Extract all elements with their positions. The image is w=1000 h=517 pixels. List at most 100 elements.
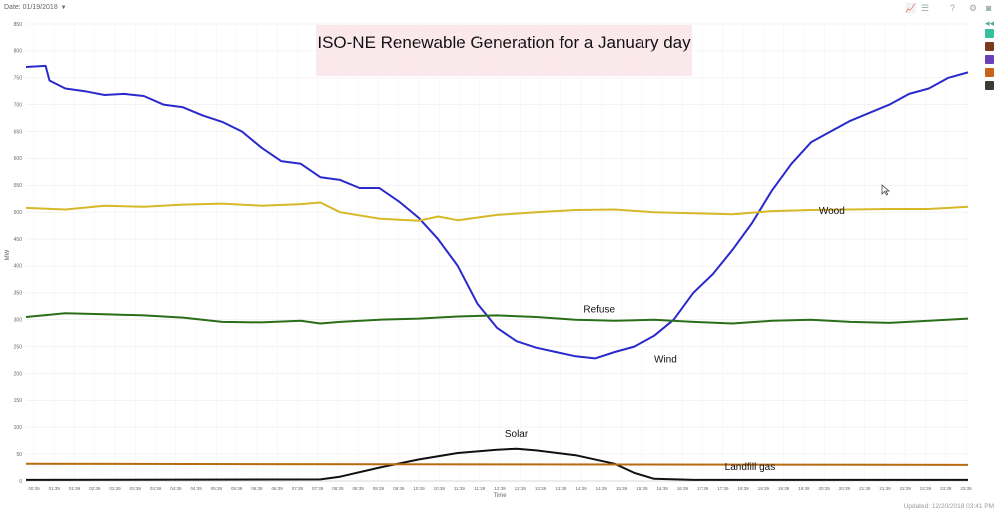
y-tick-label: 300 — [14, 318, 23, 324]
x-tick-label: 05:39 — [231, 486, 243, 491]
x-tick-label: 23:39 — [940, 486, 952, 491]
x-tick-label: 14:39 — [575, 486, 587, 491]
series-line-solar — [25, 447, 968, 481]
x-tick-label: 04:39 — [190, 486, 202, 491]
y-tick-label: 750 — [14, 76, 23, 82]
y-tick-label: 650 — [14, 129, 23, 135]
x-tick-label: 13:39 — [535, 486, 547, 491]
x-tick-label: 15:39 — [616, 486, 628, 491]
x-tick-label: 06:39 — [251, 486, 263, 491]
series-line-refuse — [25, 312, 969, 325]
top-bar: Date: 01/19/2018 ▼ 📈 ☰ ? ⚙ ◙ — [0, 0, 1000, 18]
swatch-orange[interactable] — [985, 68, 994, 77]
x-tick-label: 21:39 — [879, 486, 891, 491]
x-tick-label: 09:39 — [373, 486, 385, 491]
swatch-purple[interactable] — [985, 55, 994, 64]
x-tick-label: 11:39 — [454, 486, 465, 491]
updated-timestamp: Updated: 12/20/2018 03:41 PM — [903, 503, 994, 510]
x-tick-label: 03:39 — [130, 486, 142, 491]
y-tick-label: 550 — [14, 183, 23, 189]
cursor-icon — [881, 184, 890, 196]
line-chart-icon[interactable]: 📈 — [905, 3, 917, 13]
y-axis-ticks: 0 50 100 150 200 250 300 350 400 450 500 550 600 650 7… — [14, 22, 23, 485]
x-tick-label: 08:39 — [332, 486, 344, 491]
y-tick-label: 850 — [14, 22, 23, 28]
x-axis-ticks: 00:39 01:39 01:39 02:39 02:39 03:39 03:39 04:39… — [28, 486, 972, 491]
y-tick-label: 350 — [14, 291, 23, 297]
x-axis-label: Time — [493, 493, 507, 499]
x-tick-label: 22:39 — [900, 486, 912, 491]
x-tick-label: 17:39 — [697, 486, 709, 491]
x-tick-label: 12:39 — [494, 486, 506, 491]
x-tick-label: 08:39 — [353, 486, 365, 491]
x-tick-label: 17:39 — [717, 486, 729, 491]
x-tick-label: 14:39 — [596, 486, 608, 491]
x-tick-label: 00:39 — [28, 486, 40, 491]
series-line-wood — [25, 201, 969, 222]
x-tick-label: 16:39 — [677, 486, 689, 491]
swatch-brown[interactable] — [985, 42, 994, 51]
y-tick-label: 100 — [14, 425, 23, 431]
y-tick-label: 50 — [16, 452, 22, 458]
x-tick-label: 20:39 — [819, 486, 831, 491]
series-labels: Wind Wood Refuse Solar Landfill gas — [505, 206, 845, 473]
help-icon[interactable]: ? — [950, 3, 956, 13]
x-tick-label: 05:39 — [211, 486, 223, 491]
x-tick-label: 15:39 — [636, 486, 648, 491]
x-tick-label: 10:39 — [413, 486, 425, 491]
series-label-solar: Solar — [505, 429, 529, 440]
x-tick-label: 01:39 — [49, 486, 61, 491]
chart-series — [25, 64, 969, 481]
list-icon[interactable]: ☰ — [921, 3, 930, 13]
series-label-refuse: Refuse — [583, 305, 615, 316]
x-tick-label: 21:39 — [859, 486, 871, 491]
x-tick-label: 11:39 — [474, 486, 485, 491]
date-select[interactable]: Date: 01/19/2018 ▼ — [4, 4, 67, 11]
swatch-dark[interactable] — [985, 81, 994, 90]
x-tick-label: 04:39 — [170, 486, 182, 491]
x-tick-label: 16:39 — [656, 486, 668, 491]
x-tick-label: 13:39 — [555, 486, 567, 491]
y-tick-label: 200 — [14, 371, 23, 377]
x-tick-label: 19:39 — [778, 486, 790, 491]
date-label: Date: 01/19/2018 — [4, 4, 58, 11]
y-tick-label: 700 — [14, 102, 23, 108]
x-tick-label: 07:39 — [292, 486, 304, 491]
x-tick-label: 12:39 — [515, 486, 527, 491]
y-tick-label: 450 — [14, 237, 23, 243]
series-label-wind: Wind — [654, 355, 677, 366]
y-tick-label: 250 — [14, 344, 23, 350]
swatch-teal[interactable] — [985, 29, 994, 38]
y-tick-label: 400 — [14, 264, 23, 270]
x-tick-label: 02:39 — [89, 486, 101, 491]
chevron-down-icon: ▼ — [60, 5, 67, 11]
camera-icon[interactable]: ◙ — [986, 3, 992, 13]
gear-icon[interactable]: ⚙ — [969, 3, 978, 13]
collapse-panel-icon[interactable]: ◂◂ — [985, 18, 995, 28]
y-tick-label: 500 — [14, 210, 23, 216]
series-label-wood: Wood — [819, 206, 845, 217]
y-tick-label: 800 — [14, 49, 23, 55]
y-tick-label: 0 — [19, 479, 22, 485]
series-line-landfill-gas — [25, 462, 969, 466]
x-tick-label: 06:39 — [271, 486, 283, 491]
chart-grid — [26, 23, 968, 482]
x-tick-label: 09:39 — [393, 486, 405, 491]
x-tick-label: 19:39 — [798, 486, 810, 491]
x-tick-label: 22:39 — [920, 486, 932, 491]
x-tick-label: 03:39 — [150, 486, 162, 491]
y-axis-label: MW — [5, 249, 11, 260]
y-tick-label: 600 — [14, 156, 23, 162]
x-tick-label: 18:39 — [758, 486, 770, 491]
x-tick-label: 10:39 — [434, 486, 446, 491]
x-tick-label: 18:39 — [737, 486, 749, 491]
x-tick-label: 01:39 — [69, 486, 81, 491]
x-tick-label: 02:39 — [109, 486, 121, 491]
x-tick-label: 07:39 — [312, 486, 324, 491]
x-tick-label: 23:39 — [960, 486, 972, 491]
chart-title: ISO-NE Renewable Generation for a Januar… — [317, 33, 691, 52]
series-label-landfill-gas: Landfill gas — [725, 462, 776, 473]
y-tick-label: 150 — [14, 398, 23, 404]
x-tick-label: 20:39 — [839, 486, 851, 491]
